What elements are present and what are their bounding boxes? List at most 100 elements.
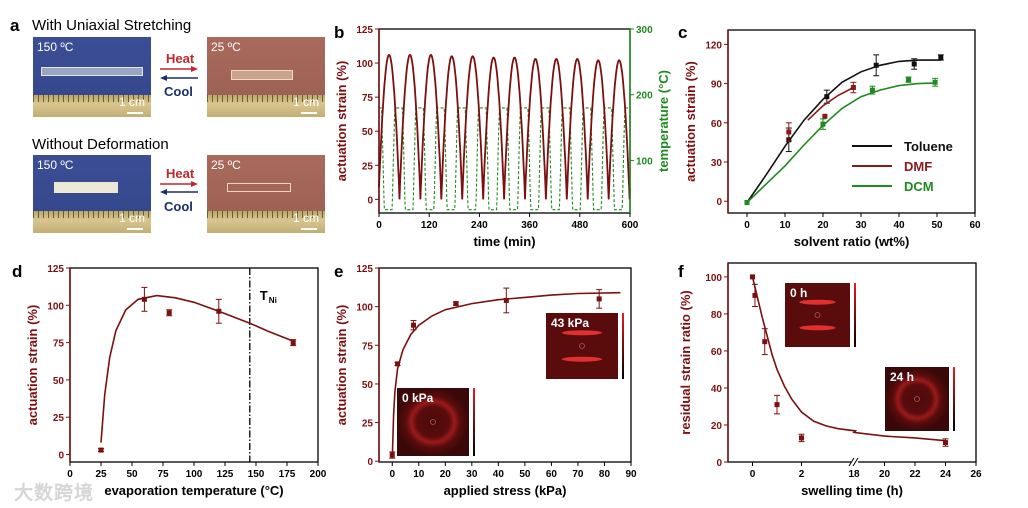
x-tick-label: 24: [940, 469, 952, 480]
x-axis-title: time (min): [473, 234, 535, 249]
data-point: [752, 292, 758, 298]
x-tick-label: 10: [413, 469, 425, 480]
panel-label-f: f: [678, 262, 684, 281]
x-tick-label: 30: [855, 220, 867, 231]
temperature-line: [379, 107, 630, 211]
x-tick-label: 150: [248, 469, 265, 480]
y-tick-label: 75: [362, 93, 374, 104]
data-point: [869, 87, 875, 93]
cool-label: Cool: [164, 199, 193, 214]
colorbar: [622, 313, 624, 379]
plot-frame: [727, 262, 977, 463]
x-tick-label: 26: [970, 469, 982, 480]
panel-label-a: a: [10, 16, 20, 35]
tni-label: T: [260, 288, 268, 303]
y-tick-label: 0: [58, 451, 64, 462]
data-point: [824, 94, 830, 100]
saxs-inset: 43 kPa: [546, 313, 624, 379]
fit-curve-residual-strain: [751, 276, 946, 442]
data-point: [410, 322, 416, 328]
strain-line: [378, 53, 631, 200]
data-point: [932, 79, 938, 85]
x-tick-label: 120: [421, 220, 438, 231]
y-tick-label: 0: [716, 458, 722, 469]
data-point: [453, 301, 459, 307]
temp-label: 150 ºC: [37, 158, 74, 172]
x-tick-label: 30: [466, 469, 478, 480]
photo-undeformed-25c: 25 ºC 1 cm: [207, 155, 325, 233]
x-tick-label: 240: [471, 220, 488, 231]
x-tick-label: 0: [389, 469, 395, 480]
y-tick-label: 50: [53, 376, 65, 387]
data-point: [774, 402, 780, 408]
y-tick-label: 60: [711, 347, 723, 358]
heat-label: Heat: [166, 51, 195, 66]
temp-label: 150 ºC: [37, 40, 74, 54]
fit-curve-strain: [391, 291, 621, 459]
y-tick-label: 40: [711, 384, 723, 395]
x-axis-title: applied stress (kPa): [444, 483, 567, 498]
saxs-inset: 0 kPa: [397, 388, 475, 456]
plot-frame: [69, 267, 319, 463]
x-tick-label: 70: [572, 469, 584, 480]
y-tick-label: 60: [711, 119, 723, 130]
data-point: [395, 361, 401, 367]
chart-d: d 0 25 50 75 100 125 150 175 200 0 25 50 75 100 125 evap…: [12, 262, 327, 498]
x-tick-label: 2: [799, 469, 805, 480]
inset-label: 43 kPa: [551, 316, 589, 330]
x-axis-title: evaporation temperature (°C): [104, 483, 283, 498]
fit-curve-dmf: [807, 86, 854, 121]
chart-f: f 0 2 18 20 22 24 26 0 20 40 60 80 100 swelling time (…: [678, 262, 982, 498]
heat-arrow: [160, 66, 198, 187]
x-tick-label: 20: [817, 220, 829, 231]
watermark: 大数跨境: [14, 483, 95, 504]
x-tick-label: 50: [126, 469, 138, 480]
data-point: [750, 274, 755, 280]
y-tick-label: 100: [356, 59, 373, 70]
y-tick-label: 125: [47, 264, 64, 275]
panel-label-b: b: [334, 23, 344, 42]
inset-label: 24 h: [890, 370, 914, 384]
x-tick-label: 600: [622, 220, 639, 231]
saxs-inset: 0 h: [785, 283, 856, 347]
data-point: [596, 296, 602, 302]
data-point: [762, 339, 768, 345]
x-axis-title: solvent ratio (wt%): [794, 234, 910, 249]
chart-b: b 0 120 240 360 480 600 0 25 50 75 100 125 time (min)…: [334, 23, 671, 249]
x-tick-label: 90: [625, 469, 637, 480]
y-tick-label: 125: [356, 264, 373, 275]
x-tick-label: 480: [571, 220, 588, 231]
x-tick-label: 0: [744, 220, 750, 231]
y-tick-label: 120: [705, 40, 722, 51]
photo-stretched-150c: 150 ºC 1 cm: [33, 37, 151, 117]
fit-curve-dcm: [746, 82, 938, 204]
temp-label: 25 ºC: [211, 40, 241, 54]
y2-tick-label: 200: [636, 91, 653, 102]
data-point: [943, 440, 948, 446]
data-point: [216, 308, 222, 314]
y-tick-label: 100: [705, 273, 722, 284]
row2-title: Without Deformation: [32, 136, 169, 153]
row1-title: With Uniaxial Stretching: [32, 17, 192, 34]
x-tick-label: 50: [519, 469, 531, 480]
inset-label: 0 h: [790, 286, 807, 300]
chart-e: e 0 10 20 30 40 50 60 70 80 90 0 25 50 75 100 125 applied…: [334, 262, 637, 498]
y-tick-label: 75: [362, 341, 374, 352]
data-point: [850, 85, 856, 91]
y-tick-label: 50: [362, 380, 374, 391]
scale-label: 1 cm: [118, 95, 145, 114]
data-point: [911, 61, 917, 67]
x-tick-label: 25: [95, 469, 107, 480]
scale-label: 1 cm: [292, 211, 319, 230]
x-axis-title: swelling time (h): [801, 483, 903, 498]
x-tick-label: 100: [186, 469, 203, 480]
cool-arrow: [160, 75, 198, 195]
y2-tick-label: 100: [636, 156, 653, 167]
scale-label: 1 cm: [292, 95, 319, 114]
data-point: [799, 435, 804, 441]
x-tick-label: 60: [546, 469, 558, 480]
y-axis-title: actuation strain (%): [683, 61, 698, 182]
colorbar: [953, 367, 955, 431]
